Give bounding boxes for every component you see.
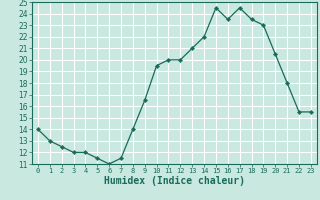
X-axis label: Humidex (Indice chaleur): Humidex (Indice chaleur) — [104, 176, 245, 186]
